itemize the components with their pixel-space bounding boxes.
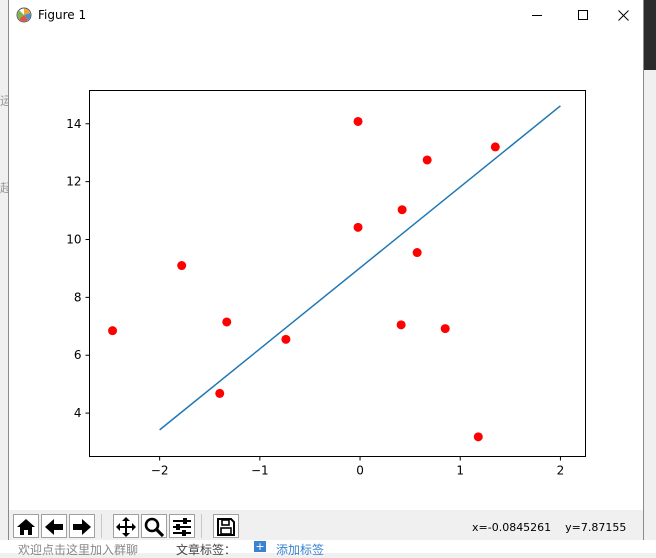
data-point	[222, 317, 232, 327]
axes-frame	[89, 90, 586, 457]
background-join-group-link: 欢迎点击这里加入群聊	[18, 543, 139, 557]
home-icon	[17, 519, 35, 535]
data-point	[215, 388, 225, 398]
data-point	[490, 142, 500, 152]
forward-button[interactable]	[69, 514, 95, 538]
background-add-icon: +	[254, 540, 266, 553]
x-tick-label: 0	[356, 464, 364, 478]
data-point	[281, 334, 291, 344]
pan-icon	[116, 517, 136, 537]
data-point	[353, 222, 363, 232]
matplotlib-icon	[16, 7, 32, 23]
y-tick-label: 14	[66, 117, 81, 131]
maximize-icon	[578, 10, 588, 20]
x-tick-label: −1	[251, 464, 269, 478]
data-point	[396, 320, 406, 330]
data-point	[473, 432, 483, 442]
maximize-button[interactable]	[560, 0, 606, 31]
data-point	[353, 116, 363, 126]
magnifier-icon	[144, 517, 164, 537]
background-page-strip: 欢迎点击这里加入群聊 文章标签： + 添加标签	[0, 540, 656, 557]
data-point	[108, 326, 118, 336]
sliders-icon	[173, 518, 191, 536]
back-arrow-icon	[45, 519, 63, 535]
configure-subplots-button[interactable]	[169, 514, 195, 538]
y-tick-label: 10	[66, 233, 81, 247]
window-title: Figure 1	[38, 8, 87, 22]
title-bar[interactable]: Figure 1	[9, 0, 643, 31]
navigation-toolbar: x=-0.0845261 y=7.87155	[9, 510, 643, 540]
floppy-disk-icon	[217, 518, 235, 536]
home-button[interactable]	[13, 514, 39, 538]
pan-button[interactable]	[113, 514, 139, 538]
regression-line	[159, 105, 561, 431]
close-icon	[618, 10, 629, 21]
x-tick-label: 1	[456, 464, 464, 478]
background-editor-strip	[644, 0, 656, 70]
data-point	[397, 205, 407, 215]
forward-arrow-icon	[73, 519, 91, 535]
back-button[interactable]	[41, 514, 67, 538]
minimize-icon	[532, 15, 542, 16]
close-button[interactable]	[606, 0, 643, 31]
figure-canvas[interactable]: −2 −1 0 1 2 4 6 8 10 12 14	[9, 31, 643, 510]
save-button[interactable]	[213, 514, 239, 538]
toolbar-separator	[101, 514, 102, 538]
y-tick-label: 6	[74, 348, 82, 362]
background-add-tag-link: 添加标签	[276, 543, 325, 557]
data-point	[412, 248, 422, 258]
y-tick-label: 4	[74, 406, 82, 420]
background-tag-label: 文章标签：	[176, 543, 237, 557]
cursor-coordinates-readout: x=-0.0845261 y=7.87155	[472, 521, 627, 534]
minimize-button[interactable]	[514, 0, 560, 31]
x-tick-label: −2	[151, 464, 169, 478]
x-tick-label: 2	[557, 464, 565, 478]
zoom-button[interactable]	[141, 514, 167, 538]
y-tick-label: 12	[66, 175, 81, 189]
y-tick-label: 8	[74, 290, 82, 304]
data-point	[177, 261, 187, 271]
data-point	[422, 155, 432, 165]
toolbar-separator	[201, 514, 202, 538]
data-point	[440, 324, 450, 334]
figure-window: Figure 1 −2 −1 0 1 2 4 6 8 10 12 14	[8, 0, 644, 540]
